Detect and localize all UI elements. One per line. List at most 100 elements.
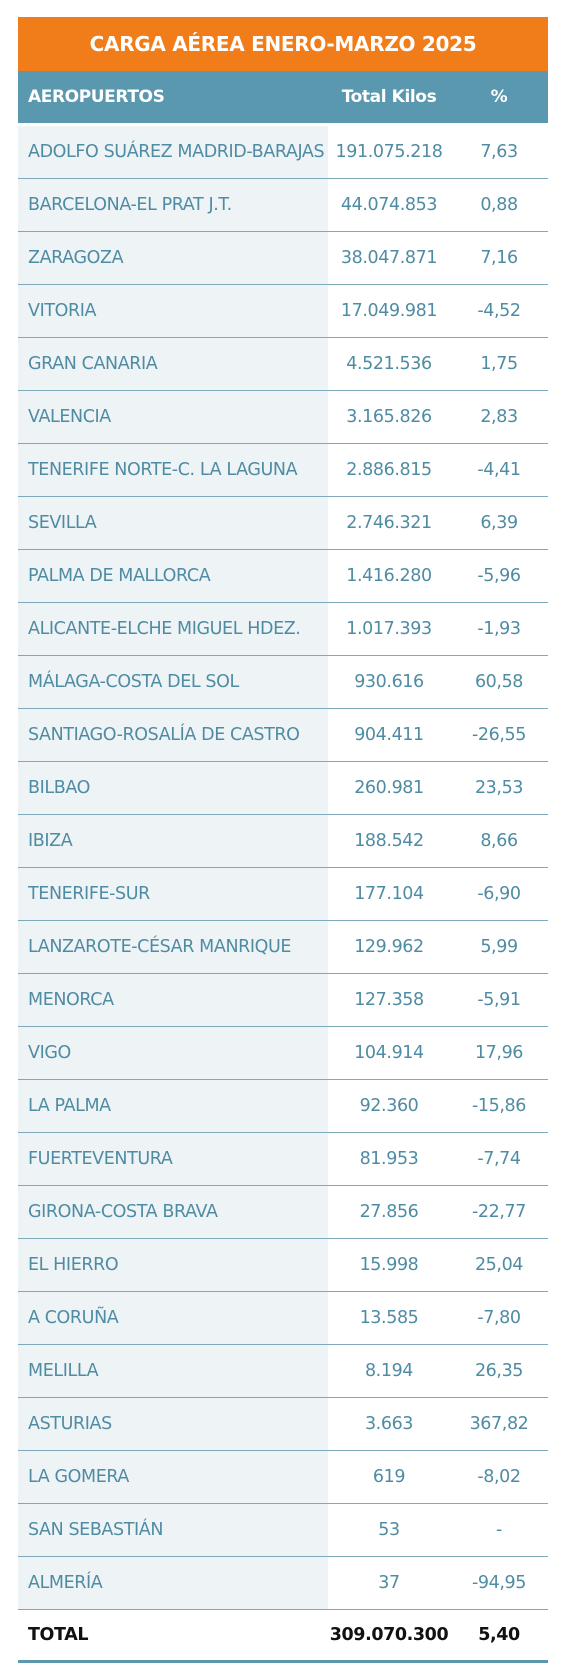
airport-percent-change: - [496, 1520, 502, 1540]
airport-total-kilos: 15.998 [359, 1255, 419, 1275]
airport-total-kilos: 129.962 [354, 937, 424, 957]
table-row: ADOLFO SUÁREZ MADRID-BARAJAS 191.075.218 7… [18, 126, 548, 179]
airport-name: SEVILLA [18, 497, 328, 549]
total-kilos: 309.070.300 [329, 1625, 449, 1645]
table-body: ADOLFO SUÁREZ MADRID-BARAJAS 191.075.218 7… [18, 126, 548, 1610]
airport-name: EL HIERRO [18, 1239, 328, 1291]
airport-percent-change: 1,75 [480, 354, 518, 374]
airport-total-kilos: 44.074.853 [340, 195, 438, 215]
airport-name: ASTURIAS [18, 1398, 328, 1450]
column-header-percent: % [490, 87, 508, 107]
airport-total-kilos: 2.746.321 [346, 513, 432, 533]
airport-percent-change: 23,53 [474, 778, 524, 798]
airport-percent-change: -15,86 [471, 1096, 526, 1116]
airport-total-kilos: 3.663 [364, 1414, 414, 1434]
table-row: LANZAROTE-CÉSAR MANRIQUE 129.962 5,99 [18, 921, 548, 974]
airport-total-kilos: 3.165.826 [346, 407, 432, 427]
airport-total-kilos: 104.914 [354, 1043, 424, 1063]
table-row: EL HIERRO 15.998 25,04 [18, 1239, 548, 1292]
airport-percent-change: 60,58 [474, 672, 524, 692]
table-row: ALMERÍA 37 -94,95 [18, 1557, 548, 1610]
airport-name: IBIZA [18, 815, 328, 867]
airport-name: MENORCA [18, 974, 328, 1026]
airport-percent-change: 5,99 [480, 937, 518, 957]
table-row: VITORIA 17.049.981 -4,52 [18, 285, 548, 338]
airport-percent-change: -7,80 [477, 1308, 521, 1328]
airport-name: VIGO [18, 1027, 328, 1079]
table-row: TENERIFE-SUR 177.104 -6,90 [18, 868, 548, 921]
cargo-table: CARGA AÉREA ENERO-MARZO 2025 AEROPUERTOS… [18, 17, 548, 1663]
table-row: SAN SEBASTIÁN 53 - [18, 1504, 548, 1557]
airport-total-kilos: 191.075.218 [335, 142, 443, 162]
airport-name: BILBAO [18, 762, 328, 814]
total-label: TOTAL [28, 1625, 89, 1645]
table-row: TENERIFE NORTE-C. LA LAGUNA 2.886.815 -4,4… [18, 444, 548, 497]
table-row: LA GOMERA 619 -8,02 [18, 1451, 548, 1504]
airport-total-kilos: 904.411 [354, 725, 424, 745]
table-row: LA PALMA 92.360 -15,86 [18, 1080, 548, 1133]
table-row: GIRONA-COSTA BRAVA 27.856 -22,77 [18, 1186, 548, 1239]
airport-total-kilos: 2.886.815 [346, 460, 432, 480]
airport-percent-change: -4,41 [477, 460, 521, 480]
airport-percent-change: -94,95 [471, 1573, 526, 1593]
airport-name: ALMERÍA [18, 1557, 328, 1609]
table-row: PALMA DE MALLORCA 1.416.280 -5,96 [18, 550, 548, 603]
airport-name: SAN SEBASTIÁN [18, 1504, 328, 1556]
airport-percent-change: 8,66 [480, 831, 518, 851]
airport-name: FUERTEVENTURA [18, 1133, 328, 1185]
airport-percent-change: 0,88 [480, 195, 518, 215]
airport-name: ZARAGOZA [18, 232, 328, 284]
airport-name: LANZAROTE-CÉSAR MANRIQUE [18, 921, 328, 973]
airport-total-kilos: 8.194 [364, 1361, 414, 1381]
table-row: ASTURIAS 3.663 367,82 [18, 1398, 548, 1451]
airport-total-kilos: 13.585 [359, 1308, 419, 1328]
table-row: MÁLAGA-COSTA DEL SOL 930.616 60,58 [18, 656, 548, 709]
airport-name: VITORIA [18, 285, 328, 337]
airport-total-kilos: 1.017.393 [346, 619, 432, 639]
airport-name: MÁLAGA-COSTA DEL SOL [18, 656, 328, 708]
airport-percent-change: -1,93 [477, 619, 521, 639]
airport-total-kilos: 4.521.536 [346, 354, 432, 374]
airport-percent-change: -6,90 [477, 884, 521, 904]
airport-total-kilos: 930.616 [354, 672, 424, 692]
table-row: ALICANTE-ELCHE MIGUEL HDEZ. 1.017.393 -1,9… [18, 603, 548, 656]
airport-name: A CORUÑA [18, 1292, 328, 1344]
airport-total-kilos: 81.953 [359, 1149, 419, 1169]
total-percent: 5,40 [478, 1625, 520, 1645]
column-header-total-kilos: Total Kilos [341, 87, 437, 107]
table-row: BILBAO 260.981 23,53 [18, 762, 548, 815]
table-row: ZARAGOZA 38.047.871 7,16 [18, 232, 548, 285]
table-row: MENORCA 127.358 -5,91 [18, 974, 548, 1027]
table-row: GRAN CANARIA 4.521.536 1,75 [18, 338, 548, 391]
airport-total-kilos: 27.856 [359, 1202, 419, 1222]
column-header-airports: AEROPUERTOS [28, 87, 165, 107]
airport-name: PALMA DE MALLORCA [18, 550, 328, 602]
table-row: VIGO 104.914 17,96 [18, 1027, 548, 1080]
airport-percent-change: 6,39 [480, 513, 518, 533]
airport-percent-change: 17,96 [474, 1043, 524, 1063]
airport-percent-change: -5,91 [477, 990, 521, 1010]
airport-name: VALENCIA [18, 391, 328, 443]
airport-percent-change: 7,63 [480, 142, 518, 162]
airport-name: LA PALMA [18, 1080, 328, 1132]
airport-name: BARCELONA-EL PRAT J.T. [18, 179, 328, 231]
airport-total-kilos: 260.981 [354, 778, 424, 798]
airport-percent-change: -8,02 [477, 1467, 521, 1487]
airport-percent-change: 7,16 [480, 248, 518, 268]
table-row: FUERTEVENTURA 81.953 -7,74 [18, 1133, 548, 1186]
airport-percent-change: 25,04 [474, 1255, 524, 1275]
airport-name: TENERIFE-SUR [18, 868, 328, 920]
airport-percent-change: 2,83 [480, 407, 518, 427]
airport-percent-change: -4,52 [477, 301, 521, 321]
table-row: SANTIAGO-ROSALÍA DE CASTRO 904.411 -26,55 [18, 709, 548, 762]
airport-percent-change: -26,55 [471, 725, 526, 745]
airport-name: ALICANTE-ELCHE MIGUEL HDEZ. [18, 603, 328, 655]
airport-percent-change: -22,77 [471, 1202, 526, 1222]
airport-total-kilos: 188.542 [354, 831, 424, 851]
airport-percent-change: -5,96 [477, 566, 521, 586]
airport-percent-change: -7,74 [477, 1149, 521, 1169]
table-row: A CORUÑA 13.585 -7,80 [18, 1292, 548, 1345]
airport-total-kilos: 177.104 [354, 884, 424, 904]
table-row: IBIZA 188.542 8,66 [18, 815, 548, 868]
airport-percent-change: 367,82 [469, 1414, 529, 1434]
